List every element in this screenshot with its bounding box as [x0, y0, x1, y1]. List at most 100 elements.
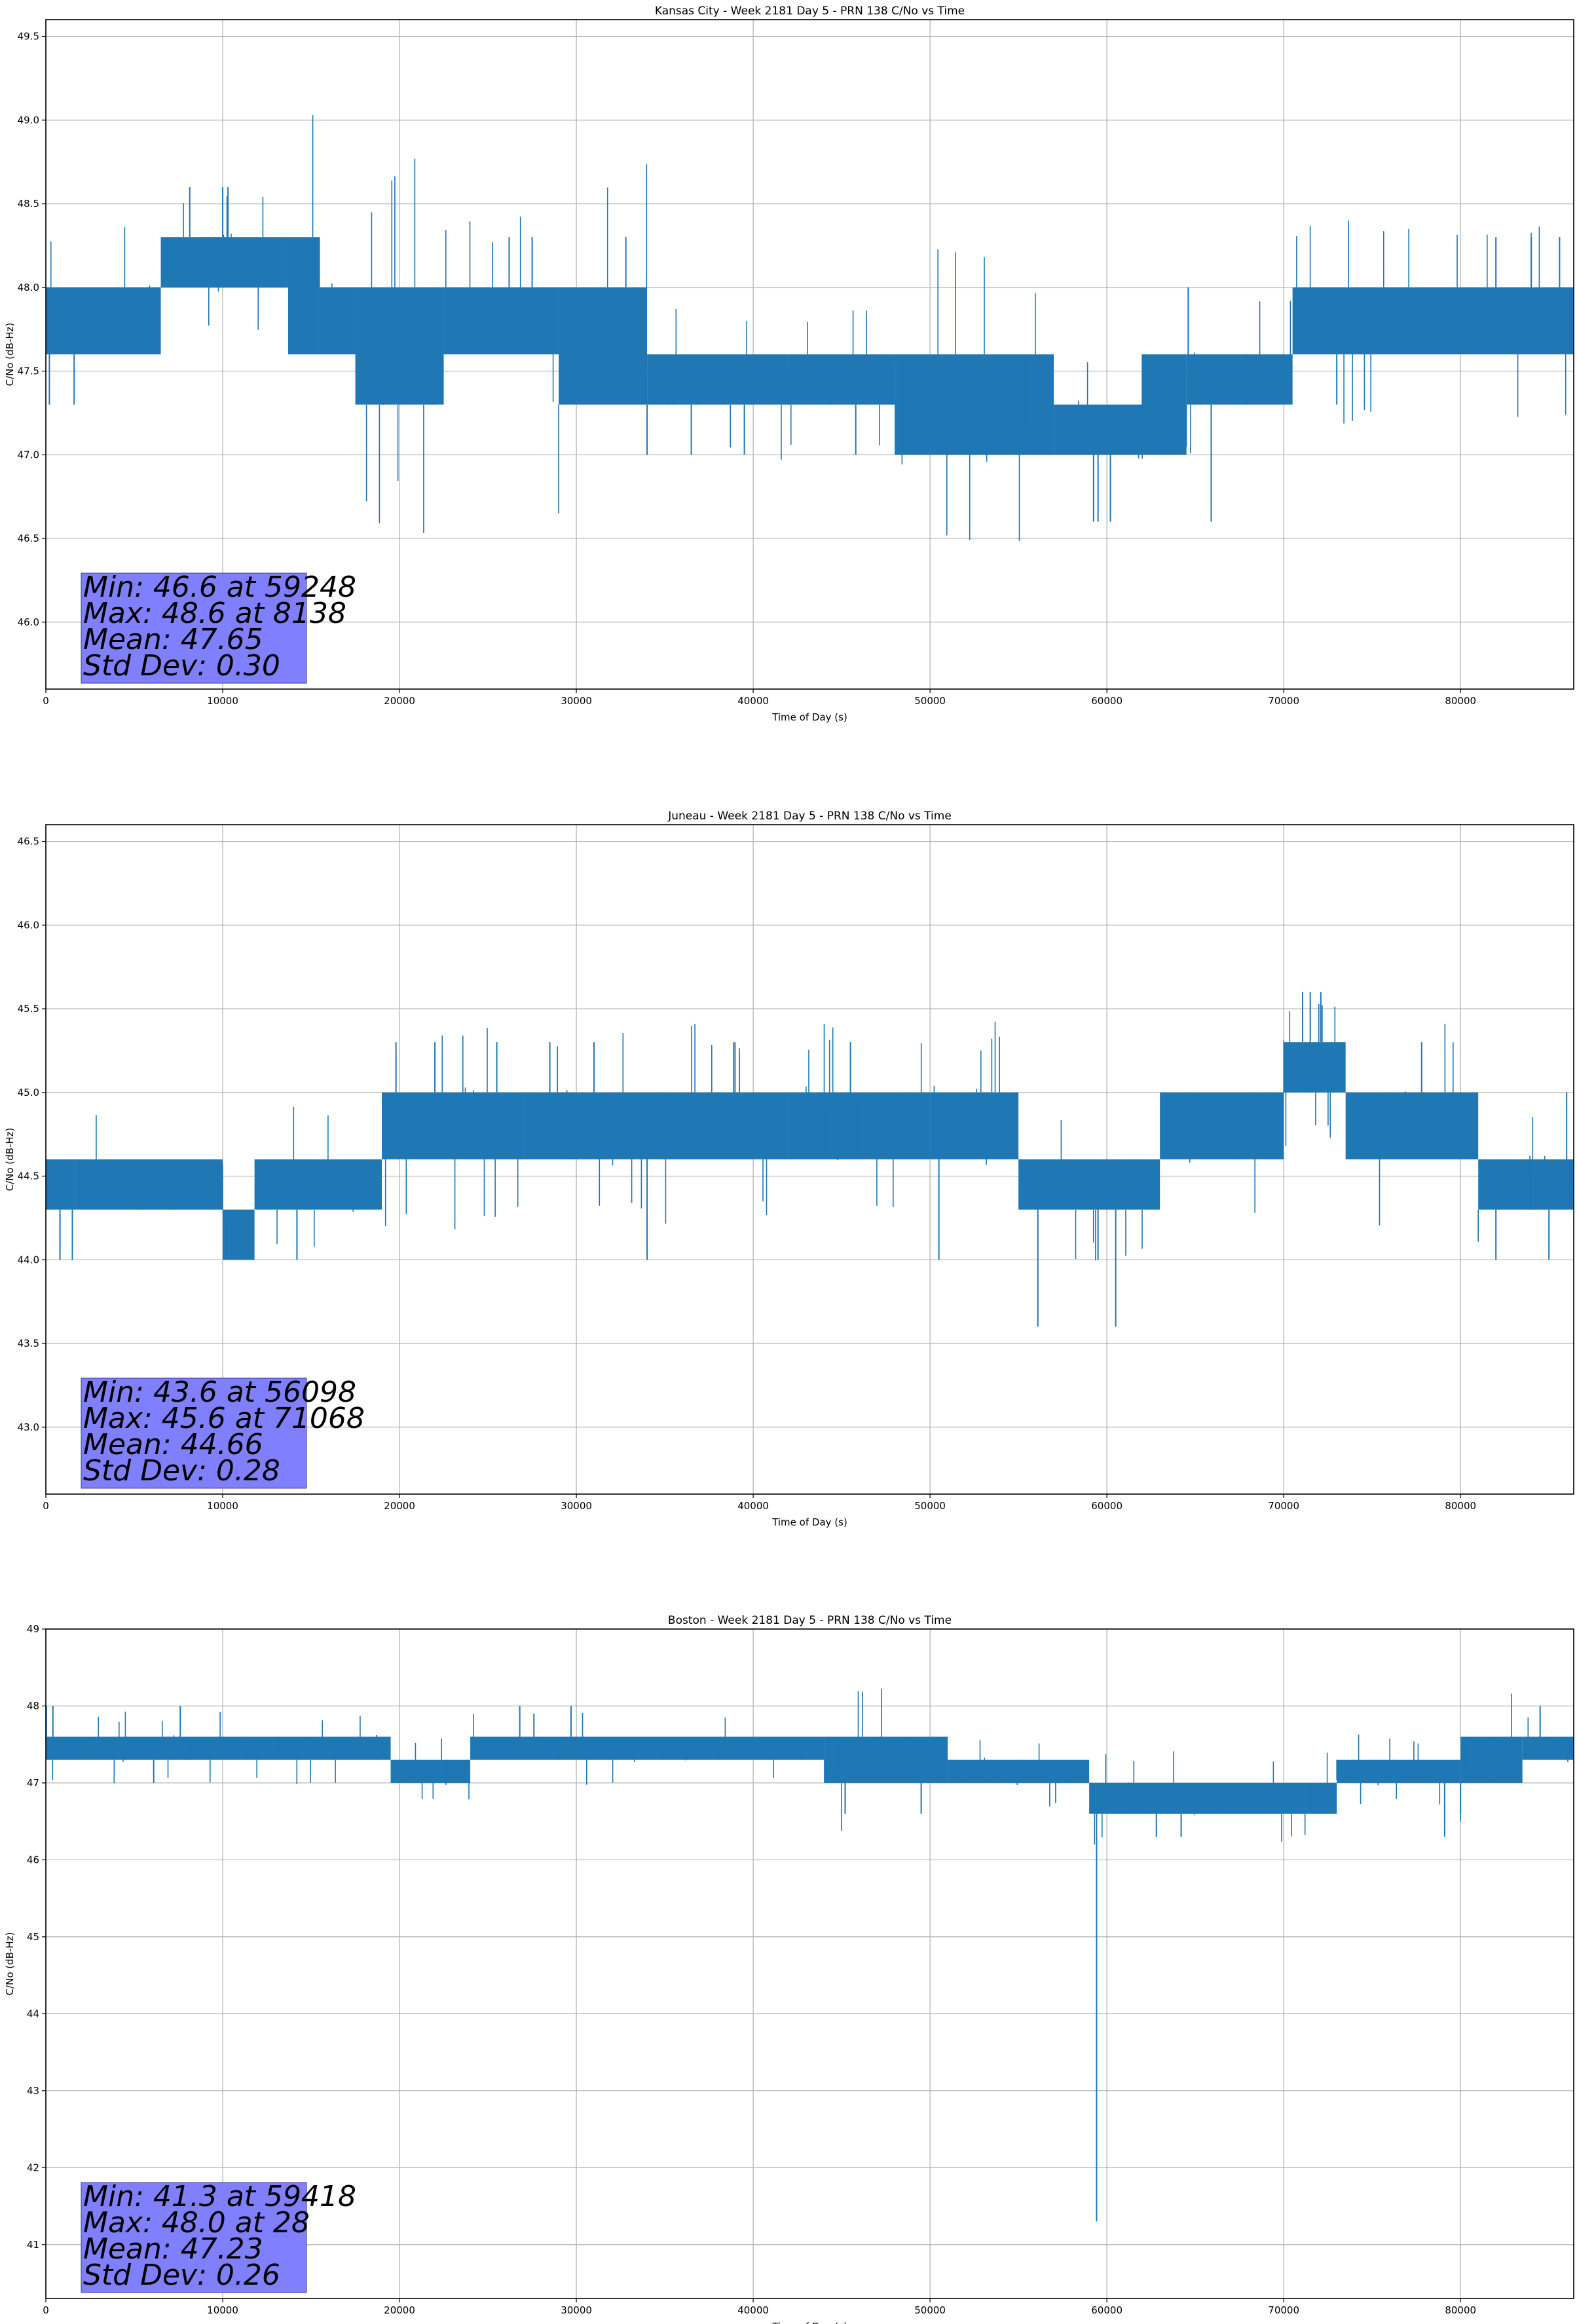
series-band	[788, 354, 895, 405]
x-tick-label: 30000	[561, 2304, 592, 2316]
series-band	[320, 287, 356, 354]
x-tick-label: 10000	[207, 2304, 238, 2316]
series-band	[1292, 287, 1574, 354]
series-line	[45, 1689, 1574, 2222]
stats-line: Max: 48.0 at 28	[83, 2206, 310, 2240]
series-band	[895, 354, 1054, 455]
y-tick-label: 44.0	[18, 1254, 39, 1265]
y-tick-label: 46.0	[18, 919, 39, 931]
y-tick-label: 49.5	[18, 31, 39, 43]
chart-panel-1: 0 10000 20000 30000 40000 50000 60000 70000 8000…	[4, 5, 1574, 723]
y-tick-label: 49	[27, 1623, 39, 1635]
y-tick-label: 44.5	[18, 1171, 39, 1182]
series-noise	[331, 283, 336, 354]
series-band	[1089, 1782, 1337, 1814]
stats-line: Mean: 47.65	[83, 623, 263, 656]
y-tick-label: 48	[27, 1700, 39, 1712]
series-band	[647, 354, 789, 405]
x-tick-label: 40000	[737, 2304, 769, 2316]
y-tick-label: 46.5	[18, 533, 39, 544]
y-tick-label: 46	[27, 1854, 39, 1865]
series-noise	[50, 241, 52, 288]
series-band	[90, 287, 161, 354]
series-band	[1460, 1736, 1523, 1783]
y-tick-label: 42	[27, 2162, 39, 2173]
stats-line: Max: 45.6 at 71068	[83, 1402, 365, 1435]
y-tick-label: 43	[27, 2085, 39, 2097]
stats-line: Std Dev: 0.30	[83, 649, 280, 683]
stats-line: Mean: 44.66	[83, 1428, 263, 1461]
series-band	[1284, 1042, 1346, 1093]
series-band	[46, 1736, 391, 1760]
series-band	[443, 287, 559, 354]
y-tick-label: 44	[27, 2008, 39, 2019]
series-band	[1142, 354, 1187, 455]
y-tick-label: 45	[27, 1931, 39, 1943]
axes-frame	[45, 824, 1574, 1495]
y-tick-label: 47	[27, 1777, 39, 1789]
series-band	[1522, 1736, 1574, 1760]
series-band	[824, 1736, 948, 1783]
x-tick-label: 80000	[1445, 695, 1476, 707]
y-tick-label: 48.5	[18, 198, 39, 210]
y-axis-title: C/No (dB-Hz)	[4, 1932, 16, 1996]
x-tick-label: 70000	[1268, 2304, 1299, 2316]
chart-title: Kansas City - Week 2181 Day 5 - PRN 138 …	[655, 5, 965, 18]
x-tick-label: 20000	[384, 695, 415, 707]
stats-line: Min: 46.6 at 59248	[83, 571, 356, 604]
stats-line: Min: 41.3 at 59418	[83, 2180, 356, 2213]
y-tick-label: 46.5	[18, 836, 39, 848]
x-tick-label: 60000	[1091, 2304, 1122, 2316]
y-axis-title: C/No (dB-Hz)	[4, 1128, 16, 1191]
series-band	[390, 1759, 471, 1783]
series-band	[46, 287, 90, 354]
series-band	[75, 1159, 223, 1210]
x-tick-label: 0	[43, 1500, 49, 1512]
y-axis-title: C/No (dB-Hz)	[4, 323, 16, 386]
stats-line: Std Dev: 0.28	[83, 1454, 280, 1488]
y-tick-label: 41	[27, 2239, 39, 2251]
x-tick-label: 80000	[1445, 2304, 1476, 2316]
x-tick-label: 0	[43, 2304, 49, 2316]
chart-title: Boston - Week 2181 Day 5 - PRN 138 C/No …	[668, 1614, 952, 1627]
series-band	[1345, 1092, 1479, 1159]
x-tick-label: 50000	[914, 1500, 946, 1512]
axes-frame	[45, 1628, 1574, 2299]
series-band	[1160, 1092, 1284, 1159]
chart-panel-3: 0 10000 20000 30000 40000 50000 60000 70000 8000…	[4, 1614, 1574, 2324]
y-tick-label: 48.0	[18, 282, 39, 293]
x-tick-label: 10000	[207, 695, 238, 707]
y-tick-label: 45.0	[18, 1087, 39, 1098]
stats-line: Std Dev: 0.26	[83, 2258, 280, 2292]
y-tick-label: 47.5	[18, 365, 39, 377]
series-band	[788, 1092, 931, 1159]
stats-line: Min: 43.6 at 56098	[83, 1376, 356, 1409]
x-axis-title: Time of Day (s)	[771, 711, 847, 723]
x-tick-label: 50000	[914, 695, 946, 707]
x-tick-label: 80000	[1445, 1500, 1476, 1512]
x-tick-label: 30000	[561, 1500, 592, 1512]
x-axis-title: Time of Day (s)	[771, 1516, 847, 1528]
x-tick-label: 20000	[384, 1500, 415, 1512]
series-line	[46, 992, 1574, 1327]
axes-frame	[45, 19, 1574, 690]
series-band	[1054, 404, 1143, 455]
series-band	[1018, 1159, 1160, 1210]
series-band	[1337, 1759, 1461, 1783]
y-tick-label: 43.5	[18, 1338, 39, 1349]
x-tick-label: 40000	[737, 695, 769, 707]
y-tick-label: 49.0	[18, 114, 39, 126]
x-tick-label: 20000	[384, 2304, 415, 2316]
series-band	[1186, 354, 1293, 405]
series-band	[948, 1759, 1090, 1783]
x-tick-label: 40000	[737, 1500, 769, 1512]
x-tick-label: 70000	[1268, 1500, 1299, 1512]
series-band	[1478, 1159, 1574, 1210]
series-noise	[222, 1164, 232, 1260]
series-band	[355, 287, 444, 405]
series-line	[46, 115, 1574, 541]
stats-box	[81, 572, 307, 684]
x-tick-label: 10000	[207, 1500, 238, 1512]
